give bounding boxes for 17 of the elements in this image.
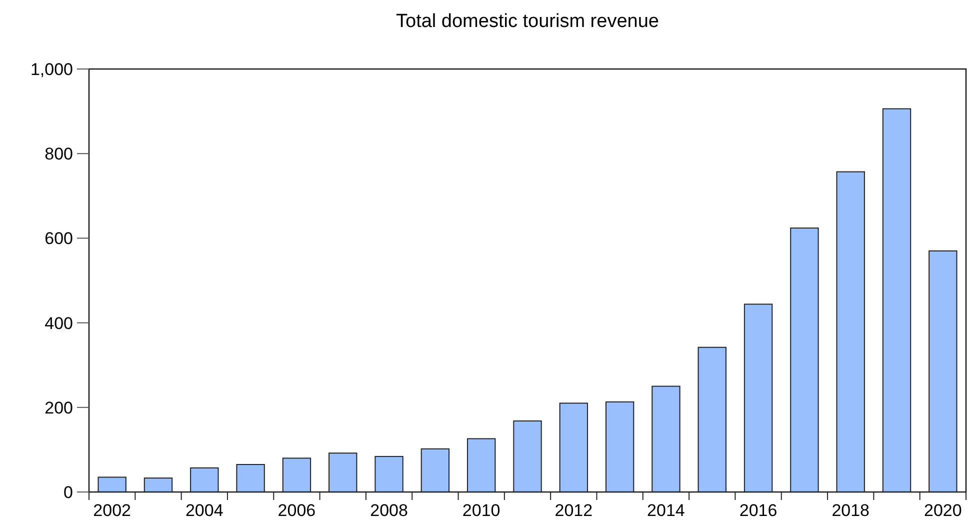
y-tick-label: 200 bbox=[44, 398, 73, 418]
y-tick-label: 1,000 bbox=[30, 60, 73, 79]
x-tick-label: 2006 bbox=[278, 501, 316, 520]
x-tick-label: 2012 bbox=[554, 501, 593, 520]
x-tick-label: 2002 bbox=[93, 501, 131, 520]
y-tick-label: 0 bbox=[64, 482, 73, 502]
x-tick-label: 2016 bbox=[739, 501, 778, 520]
y-tick-label: 600 bbox=[44, 229, 73, 248]
x-tick-label: 2014 bbox=[647, 501, 685, 520]
x-tick-label: 2020 bbox=[924, 501, 962, 520]
chart-title: Total domestic tourism revenue bbox=[396, 11, 659, 32]
y-tick-label: 400 bbox=[44, 314, 73, 333]
x-tick-label: 2008 bbox=[370, 501, 408, 520]
x-tick-label: 2004 bbox=[185, 501, 224, 520]
x-tick-label: 2018 bbox=[832, 501, 870, 520]
y-tick-label: 800 bbox=[44, 144, 73, 164]
x-tick-label: 2010 bbox=[462, 501, 500, 520]
